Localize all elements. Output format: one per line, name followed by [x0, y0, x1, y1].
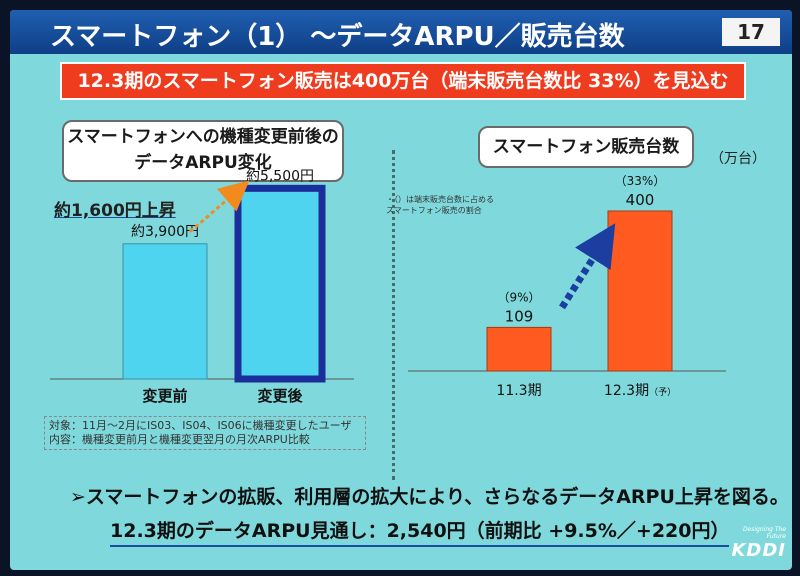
sales-chart-title-box: スマートフォン販売台数	[478, 126, 694, 168]
sales-share-label: （9%）	[497, 290, 540, 304]
strategy-message: ➢スマートフォンの拡販、利用層の拡大により、さらなるデータARPU上昇を図る。	[70, 486, 789, 508]
arpu-chart-title-box: スマートフォンへの機種変更前後の データARPU変化	[62, 120, 344, 182]
sales-share-label: （33%）	[615, 174, 666, 188]
arpu-outlook: 12.3期のデータARPU見通し：2,540円（前期比 +9.5%／+220円）	[110, 516, 730, 547]
arpu-category-label: 変更前	[142, 387, 187, 405]
sales-value-label: 400	[626, 191, 655, 209]
logo-wordmark: KDDI	[731, 540, 786, 561]
logo-tagline: Designing The Future	[742, 526, 786, 540]
sales-chart: 109 （9%） 11.3期 400 （33%） 12.3期（予）	[486, 174, 676, 399]
arpu-value-label: 約5,500円	[246, 168, 314, 184]
sales-increase-arrow	[559, 223, 616, 310]
chart-divider	[392, 150, 395, 480]
slide: スマートフォン（1） ～データARPU／販売台数 17 12.3期のスマートフォ…	[10, 10, 792, 570]
condition-line1: 対象：11月～2月にIS03、IS04、IS06に機種変更したユーザ	[49, 419, 352, 432]
sales-unit-label: （万台）	[710, 151, 766, 167]
share-note-line1: ・（）は端末販売台数に占める	[386, 195, 494, 204]
kddi-logo: Designing The Future KDDI	[722, 526, 786, 561]
arpu-chart-title-line1: スマートフォンへの機種変更前後の	[67, 127, 339, 147]
arpu-bar-after	[234, 184, 326, 383]
arpu-value-label: 約3,900円	[131, 224, 199, 240]
share-note: ・（）は端末販売台数に占める スマートフォン販売の割合	[386, 194, 494, 216]
sales-value-label: 109	[505, 307, 534, 325]
headline-banner: 12.3期のスマートフォン販売は400万台（端末販売台数比 33%）を見込む	[60, 62, 746, 100]
arpu-rise-label: 約1,600円上昇	[54, 201, 176, 221]
page-number: 17	[722, 18, 780, 46]
sales-category-label: 12.3期（予）	[604, 383, 676, 399]
arpu-chart-title-line2: データARPU変化	[134, 153, 272, 173]
sales-bar	[607, 210, 673, 372]
sales-category-label: 11.3期	[496, 383, 541, 399]
sales-bar	[486, 326, 552, 372]
title-bar: スマートフォン（1） ～データARPU／販売台数 17	[10, 10, 792, 54]
arpu-bar-before	[122, 243, 208, 380]
share-note-line2: スマートフォン販売の割合	[386, 206, 482, 215]
arpu-increase-arrow	[189, 180, 250, 233]
slide-title: スマートフォン（1） ～データARPU／販売台数	[50, 22, 625, 52]
survey-condition-note: 対象：11月～2月にIS03、IS04、IS06に機種変更したユーザ 内容：機種…	[44, 416, 366, 450]
arpu-category-label: 変更後	[257, 387, 303, 405]
condition-line2: 内容：機種変更前月と機種変更翌月の月次ARPU比較	[49, 433, 310, 446]
sales-category-suffix: （予）	[649, 387, 676, 398]
